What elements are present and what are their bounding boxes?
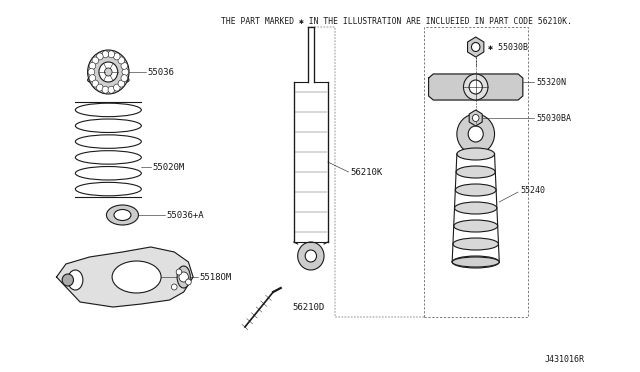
Circle shape <box>108 51 115 58</box>
Circle shape <box>472 115 479 122</box>
Circle shape <box>88 68 95 76</box>
Circle shape <box>118 80 125 87</box>
Polygon shape <box>429 74 523 100</box>
Circle shape <box>113 84 120 91</box>
Circle shape <box>176 269 182 275</box>
Polygon shape <box>468 37 484 57</box>
Text: 55036: 55036 <box>148 67 175 77</box>
Circle shape <box>62 274 74 286</box>
Circle shape <box>472 42 480 51</box>
Ellipse shape <box>106 205 138 225</box>
Ellipse shape <box>456 166 495 178</box>
Text: 56210K: 56210K <box>351 167 383 176</box>
Circle shape <box>179 272 188 282</box>
Text: 55020M: 55020M <box>152 163 185 171</box>
Text: 55036+A: 55036+A <box>167 211 204 219</box>
Circle shape <box>92 80 99 87</box>
Circle shape <box>99 62 118 82</box>
Circle shape <box>298 242 324 270</box>
Polygon shape <box>56 247 193 307</box>
Ellipse shape <box>454 202 497 214</box>
Text: 56210D: 56210D <box>292 302 324 311</box>
Circle shape <box>88 50 129 94</box>
Circle shape <box>457 114 495 154</box>
Ellipse shape <box>452 256 499 268</box>
Text: J431016R: J431016R <box>544 355 584 364</box>
Text: 55240: 55240 <box>520 186 545 195</box>
Circle shape <box>97 84 103 91</box>
Circle shape <box>102 86 109 93</box>
Circle shape <box>104 68 112 76</box>
Text: 55030BA: 55030BA <box>536 113 571 122</box>
Ellipse shape <box>454 220 498 232</box>
Text: ✱ 55030B: ✱ 55030B <box>488 42 528 51</box>
Circle shape <box>305 250 317 262</box>
Polygon shape <box>469 110 482 126</box>
Circle shape <box>113 53 120 60</box>
Circle shape <box>186 279 191 285</box>
Ellipse shape <box>453 238 499 250</box>
Circle shape <box>102 51 109 58</box>
Circle shape <box>97 53 103 60</box>
Ellipse shape <box>114 209 131 221</box>
Text: THE PART MARKED ✱ IN THE ILLUSTRATION ARE INCLUEIED IN PART CODE 56210K.: THE PART MARKED ✱ IN THE ILLUSTRATION AR… <box>221 17 572 26</box>
Circle shape <box>172 284 177 290</box>
Circle shape <box>468 126 483 142</box>
Ellipse shape <box>112 261 161 293</box>
Circle shape <box>89 75 96 82</box>
Ellipse shape <box>455 184 496 196</box>
Text: 5518OM: 5518OM <box>200 273 232 282</box>
Circle shape <box>118 57 125 64</box>
Circle shape <box>122 68 129 76</box>
Ellipse shape <box>457 148 495 160</box>
Circle shape <box>89 62 96 69</box>
Ellipse shape <box>68 270 83 290</box>
Circle shape <box>121 75 127 82</box>
Ellipse shape <box>177 266 190 288</box>
Circle shape <box>92 57 99 64</box>
Text: 55320N: 55320N <box>536 77 566 87</box>
Circle shape <box>463 74 488 100</box>
Circle shape <box>121 62 127 69</box>
Circle shape <box>469 80 483 94</box>
Circle shape <box>108 86 115 93</box>
Ellipse shape <box>452 257 499 267</box>
